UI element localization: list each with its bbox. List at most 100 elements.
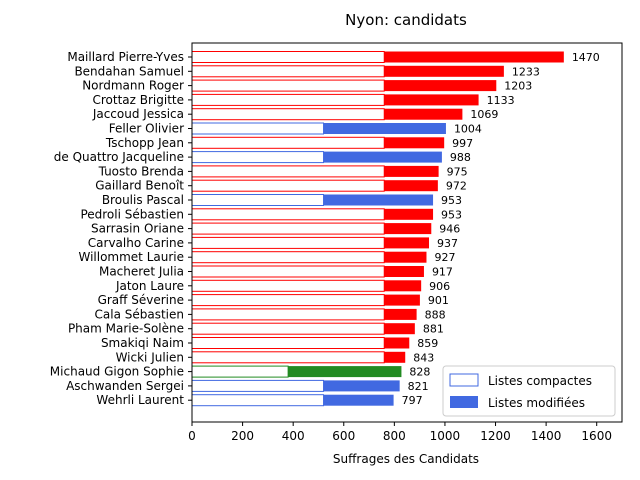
bar-modifiees <box>384 237 430 249</box>
bar-modifiees <box>384 137 445 149</box>
bar-modifiees <box>384 308 417 320</box>
bar-modifiees <box>323 380 400 392</box>
y-tick-label: Pedroli Sébastien <box>80 207 184 221</box>
legend-label-compactes: Listes compactes <box>488 374 592 388</box>
bar-compactes <box>191 379 325 392</box>
bar-compactes <box>191 79 385 92</box>
bar-compactes <box>191 322 385 335</box>
y-tick-label: Pham Marie-Solène <box>68 322 184 336</box>
value-label: 917 <box>432 266 453 279</box>
bar-modifiees <box>384 65 504 77</box>
y-tick-label: Bendahan Samuel <box>74 64 184 78</box>
value-label: 953 <box>441 208 462 221</box>
y-tick-label: Sarrasin Oriane <box>91 222 184 236</box>
y-tick-label: Crottaz Brigitte <box>92 93 184 107</box>
y-tick-label: Wicki Julien <box>116 350 184 364</box>
bar-compactes <box>191 51 385 63</box>
bar-modifiees <box>384 266 424 277</box>
x-tick-label: 200 <box>231 429 254 443</box>
bar-compactes <box>191 65 385 78</box>
x-axis: 0 200 400 600 800 1000 1200 1400 1600 <box>188 422 612 443</box>
bar-compactes <box>191 93 385 106</box>
bar-modifiees <box>384 180 438 192</box>
y-tick-label: Tuosto Brenda <box>98 164 184 178</box>
legend-swatch-compactes <box>449 373 479 387</box>
bar-compactes <box>191 294 385 307</box>
bar-compactes <box>191 151 325 164</box>
bar-compactes <box>191 165 385 178</box>
y-tick-label: Wehrli Laurent <box>96 393 184 407</box>
bar-compactes <box>191 394 325 407</box>
bar-modifiees <box>384 208 434 220</box>
y-tick-label: de Quattro Jacqueline <box>54 150 184 164</box>
plot-frame <box>191 42 623 423</box>
value-label: 901 <box>428 294 449 307</box>
value-label: 997 <box>452 137 473 150</box>
bar-modifiees <box>384 51 564 63</box>
value-label: 946 <box>439 223 460 236</box>
value-label: 988 <box>450 151 471 164</box>
x-axis-label: Suffrages des Candidats <box>333 452 479 466</box>
value-label: 1470 <box>572 51 600 64</box>
legend: Listes compactes Listes modifiées <box>442 365 616 417</box>
bar-compactes <box>191 351 385 364</box>
value-label: 859 <box>417 337 438 350</box>
bar-compactes <box>191 136 385 149</box>
value-label: 1133 <box>487 94 515 107</box>
y-tick-label: Graff Séverine <box>98 293 184 307</box>
bar-modifiees <box>384 337 410 349</box>
bar-modifiees <box>384 323 415 335</box>
y-tick-label: Macheret Julia <box>99 265 184 279</box>
x-tick-label: 0 <box>188 429 196 443</box>
bar-compactes <box>191 236 385 249</box>
bar-modifiees <box>323 194 434 206</box>
value-label: 1004 <box>454 123 482 136</box>
legend-box <box>442 365 616 417</box>
bar-modifiees <box>384 80 497 92</box>
y-tick-label: Carvalho Carine <box>88 236 184 250</box>
y-tick-label: Jaton Laure <box>115 279 184 293</box>
x-tick-label: 400 <box>282 429 305 443</box>
x-tick-label: 1200 <box>480 429 511 443</box>
labels-layer: 1470 Maillard Pierre-Yves 1233 Bendahan Sam… <box>50 50 600 407</box>
value-label: 927 <box>434 251 455 264</box>
x-tick-label: 1600 <box>581 429 612 443</box>
value-label: 1203 <box>504 80 532 93</box>
value-label: 953 <box>441 194 462 207</box>
bar-compactes <box>191 337 385 349</box>
y-tick-label: Aschwanden Sergei <box>66 379 184 393</box>
value-label: 972 <box>446 180 467 193</box>
y-tick-label: Gaillard Benoît <box>95 179 184 193</box>
y-tick-label: Michaud Gigon Sophie <box>50 365 184 379</box>
value-label: 797 <box>402 394 423 407</box>
bar-compactes <box>191 108 385 121</box>
y-tick-label: Cala Sébastien <box>95 307 184 321</box>
bar-compactes <box>191 251 385 264</box>
x-tick-label: 1400 <box>531 429 562 443</box>
value-label: 888 <box>425 308 446 321</box>
legend-label-modifiees: Listes modifiées <box>488 396 585 410</box>
bar-compactes <box>191 194 325 206</box>
bar-modifiees <box>384 251 427 263</box>
bar-compactes <box>191 279 385 292</box>
bar-compactes <box>191 265 385 278</box>
value-label: 881 <box>423 323 444 336</box>
bar-modifiees <box>384 165 439 177</box>
bar-modifiees <box>323 123 446 134</box>
y-tick-label: Willommet Laurie <box>78 250 184 264</box>
y-tick-label: Nordmann Roger <box>82 79 184 93</box>
value-label: 1069 <box>470 108 498 121</box>
value-label: 821 <box>408 380 429 393</box>
bar-modifiees <box>384 94 479 106</box>
bar-compactes <box>191 179 385 192</box>
bar-modifiees <box>384 294 420 306</box>
value-label: 828 <box>409 366 430 379</box>
x-tick-label: 1000 <box>430 429 461 443</box>
y-tick-label: Smakiqi Naim <box>101 336 184 350</box>
bar-modifiees <box>384 223 432 235</box>
legend-swatch-modifiees <box>450 396 478 408</box>
bar-modifiees <box>288 366 402 378</box>
bar-compactes <box>191 222 385 235</box>
bar-compactes <box>191 308 385 321</box>
